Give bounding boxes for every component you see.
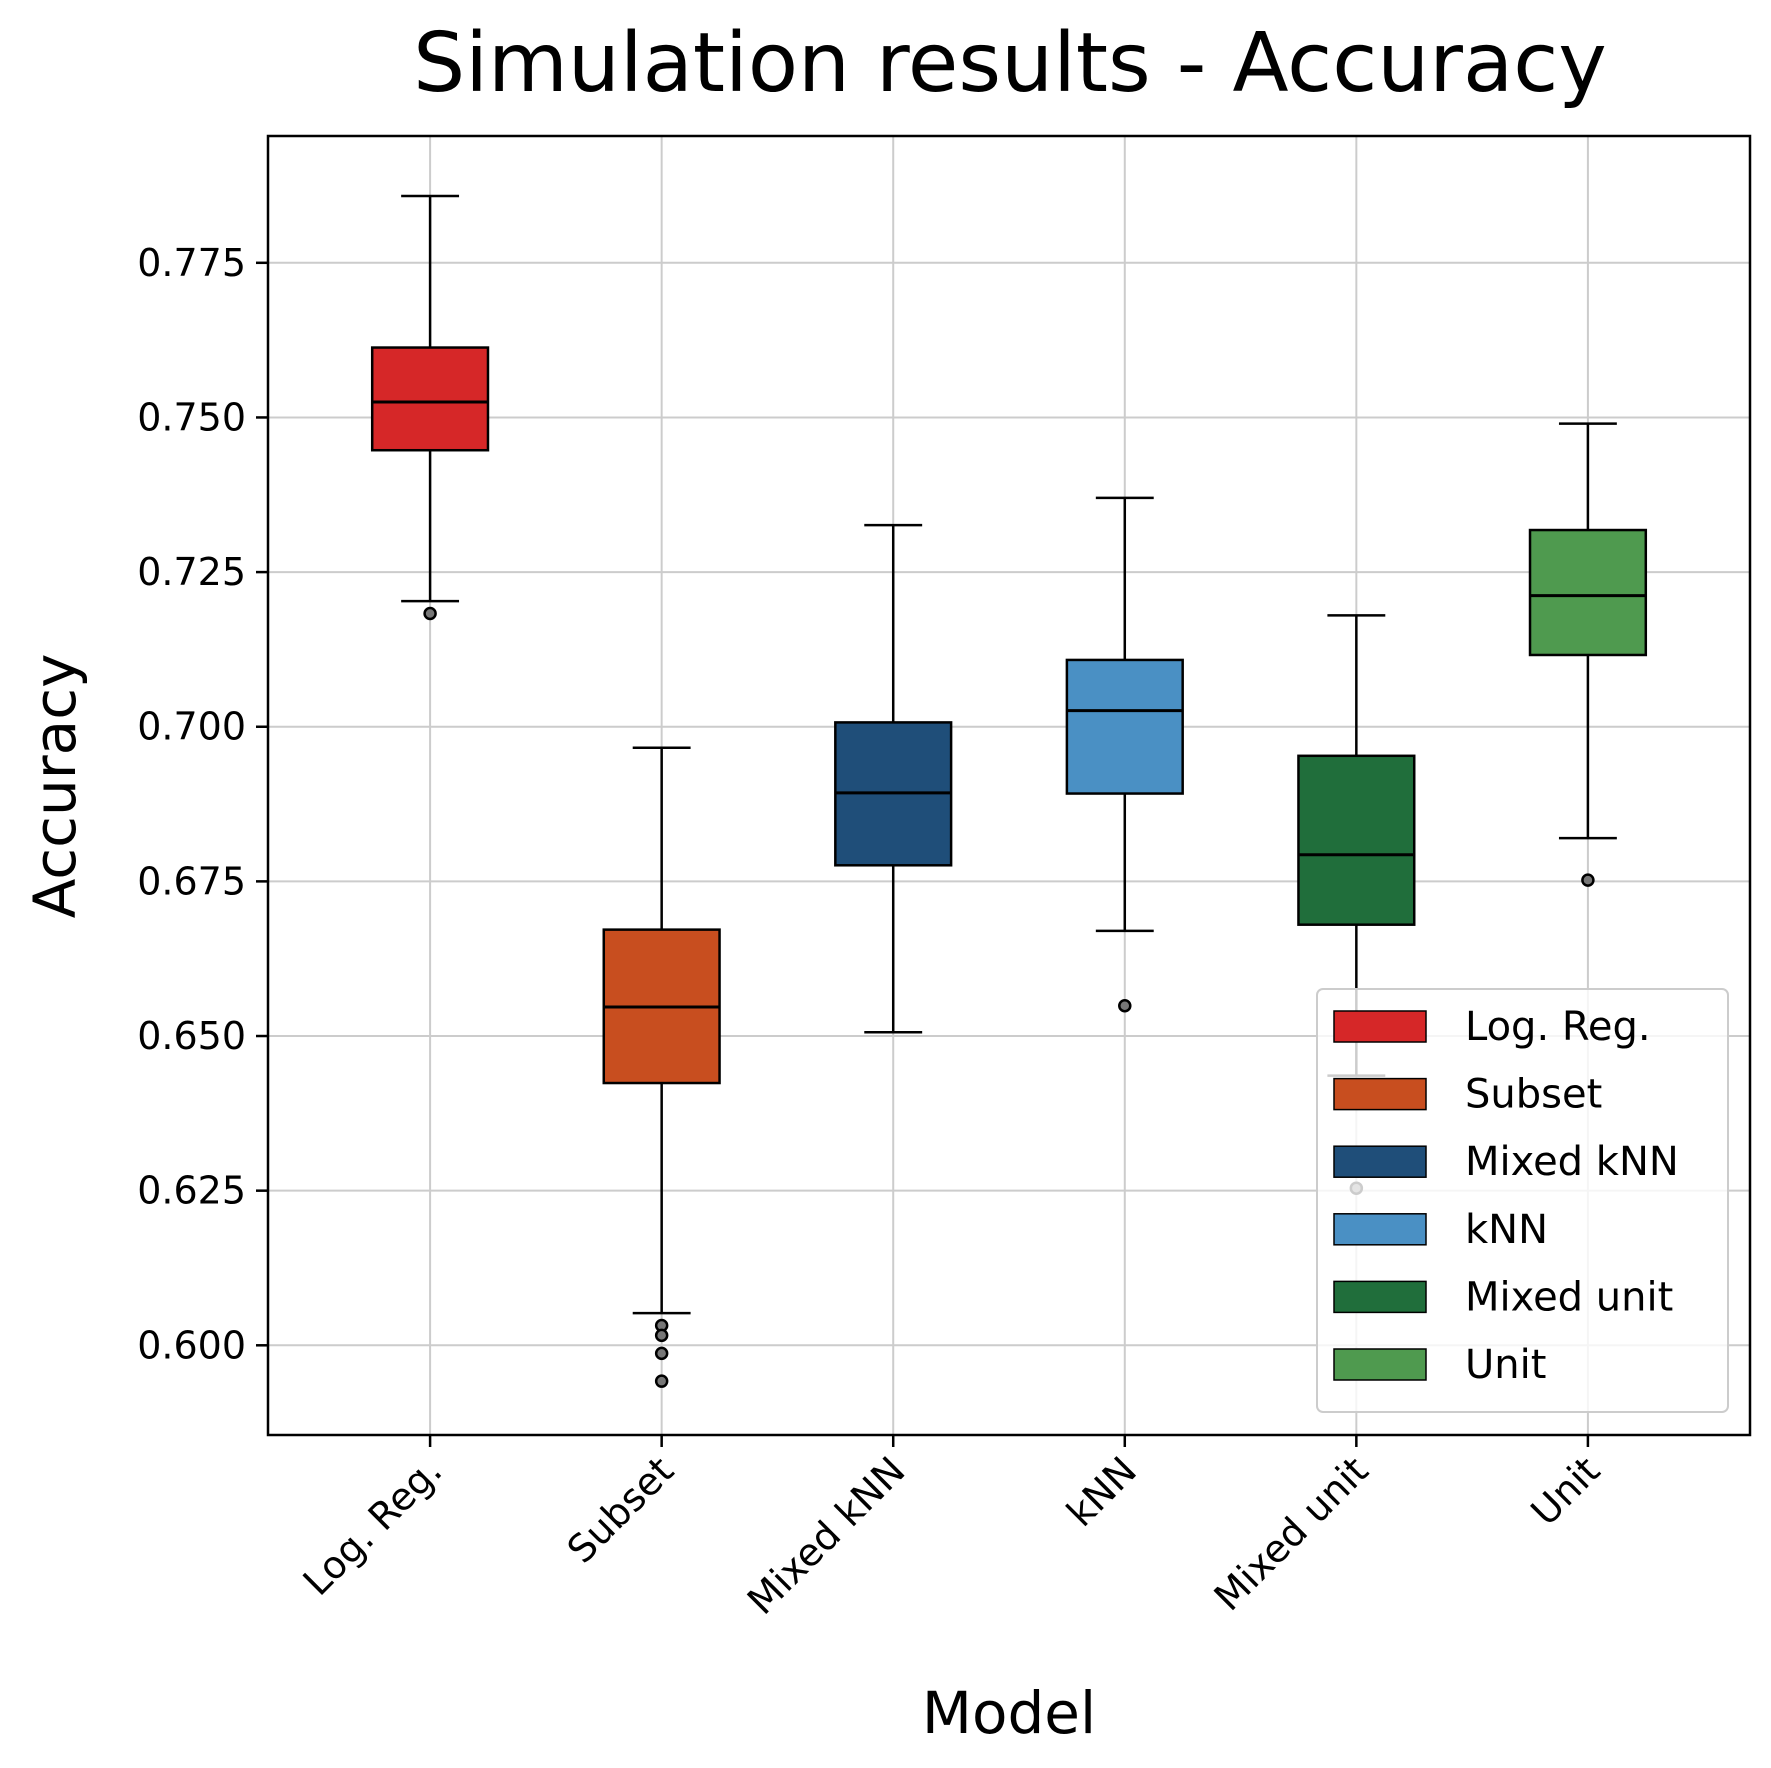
legend-swatch xyxy=(1333,1213,1427,1246)
x-tick-label: Log. Reg. xyxy=(295,1448,451,1604)
legend-label: Mixed unit xyxy=(1465,1274,1673,1320)
y-tick-label: 0.725 xyxy=(137,550,246,594)
x-tick-label: Subset xyxy=(559,1448,682,1571)
x-tick-label: Mixed kNN xyxy=(739,1448,914,1623)
box-group xyxy=(1528,422,1648,887)
box-iqr xyxy=(1297,754,1416,926)
box-iqr xyxy=(1065,658,1184,795)
y-tick-label: 0.600 xyxy=(137,1323,246,1367)
outlier-point xyxy=(423,606,437,621)
outlier-point xyxy=(1118,998,1132,1013)
legend-label: Unit xyxy=(1465,1342,1546,1388)
outlier-point xyxy=(654,1346,669,1361)
y-tick-label: 0.625 xyxy=(137,1169,246,1213)
plot-frame xyxy=(266,134,1752,1437)
legend-label: kNN xyxy=(1465,1207,1548,1253)
chart-title: Simulation results - Accuracy xyxy=(413,16,1607,111)
box-group xyxy=(1065,496,1184,1013)
box-iqr xyxy=(1528,528,1648,657)
outlier-point xyxy=(1581,873,1595,887)
box-iqr xyxy=(370,346,490,452)
legend-label: Subset xyxy=(1465,1072,1602,1118)
legend-swatch xyxy=(1333,1077,1427,1111)
y-tick-label: 0.775 xyxy=(137,241,246,285)
legend-swatch xyxy=(1333,1145,1427,1178)
legend-swatch xyxy=(1333,1280,1427,1314)
y-tick-label: 0.650 xyxy=(137,1014,246,1058)
box-group xyxy=(602,746,721,1388)
y-axis-label: Accuracy xyxy=(21,654,89,919)
y-tick-label: 0.750 xyxy=(137,395,246,439)
outlier-point xyxy=(654,1374,669,1388)
y-axis: 0.600 0.625 0.650 0.675 0.700 0.725 0.750 0.775 xyxy=(137,241,268,1367)
box-layer xyxy=(370,194,1648,1388)
legend: Log. Reg. Subset Mixed kNN kNN Mixed unit Uni… xyxy=(1316,988,1729,1413)
x-tick-label: kNN xyxy=(1058,1448,1145,1535)
x-tick-label: Mixed unit xyxy=(1206,1448,1377,1619)
outlier-point xyxy=(654,1328,669,1343)
legend-label: Mixed kNN xyxy=(1465,1139,1679,1185)
box-group xyxy=(370,194,490,621)
x-tick-label: Unit xyxy=(1522,1448,1608,1534)
box-group xyxy=(1297,614,1416,1195)
x-axis: Log. Reg. Subset Mixed kNN kNN Mixed unit Uni… xyxy=(295,1435,1608,1623)
legend-label: Log. Reg. xyxy=(1465,1004,1651,1050)
box-group xyxy=(834,523,953,1034)
legend-swatch xyxy=(1333,1348,1427,1381)
y-tick-label: 0.700 xyxy=(137,705,246,749)
x-axis-label: Model xyxy=(922,1679,1096,1747)
legend-swatch xyxy=(1333,1010,1427,1043)
y-tick-label: 0.675 xyxy=(137,859,246,903)
